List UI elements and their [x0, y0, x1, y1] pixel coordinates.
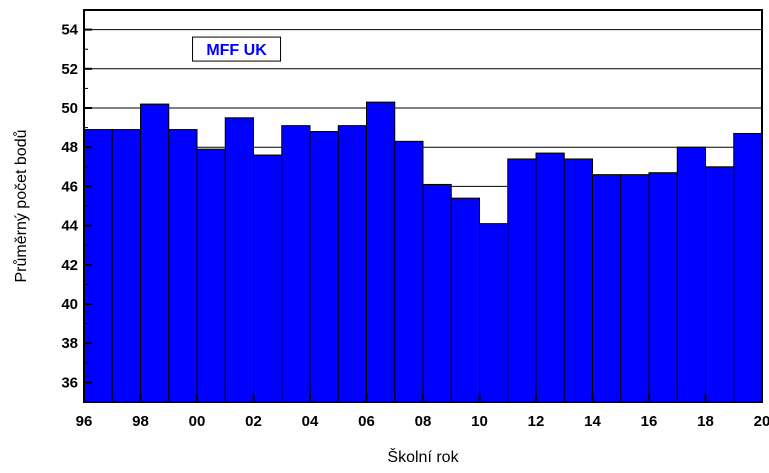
- bar: [366, 101, 396, 403]
- x-tick-label: 00: [189, 413, 206, 430]
- bar: [196, 148, 226, 403]
- x-tick-label: 06: [358, 413, 375, 430]
- bar: [140, 103, 170, 403]
- bar: [168, 129, 198, 403]
- bar: [563, 158, 593, 403]
- x-tick-label: 20: [754, 413, 769, 430]
- bar: [309, 131, 339, 403]
- x-tick-label: 98: [132, 413, 149, 430]
- x-tick-label: 04: [302, 413, 319, 430]
- bar: [648, 172, 678, 403]
- x-tick-label: 14: [584, 413, 601, 430]
- bar: [337, 125, 367, 403]
- bar: [281, 125, 311, 403]
- bar: [479, 223, 509, 403]
- bar: [620, 174, 650, 403]
- x-tick-label: 10: [471, 413, 488, 430]
- x-tick-label: 02: [245, 413, 262, 430]
- bar: [733, 132, 763, 403]
- bar: [535, 152, 565, 403]
- y-tick-labels: 36 38 40 42 44 46 48 50 52 54: [61, 22, 78, 392]
- bar: [111, 129, 141, 403]
- chart-title: MFF UK: [206, 42, 267, 59]
- bar: [450, 197, 480, 403]
- y-tick-label: 48: [61, 139, 78, 156]
- x-tick-label: 12: [528, 413, 545, 430]
- bar: [507, 158, 537, 403]
- y-tick-label: 38: [61, 335, 78, 352]
- bar: [676, 146, 706, 403]
- y-tick-label: 52: [61, 61, 78, 78]
- y-axis-label: Průměrný počet bodů: [12, 130, 30, 283]
- y-tick-label: 44: [61, 218, 78, 235]
- y-tick-label: 40: [61, 296, 78, 313]
- bar: [253, 154, 283, 403]
- x-axis-label: Školní rok: [387, 447, 459, 466]
- bar: [705, 166, 735, 403]
- x-tick-label: 16: [641, 413, 658, 430]
- y-tick-label: 50: [61, 100, 78, 117]
- bar: [224, 117, 254, 403]
- bar: [422, 183, 452, 403]
- y-tick-label: 36: [61, 374, 78, 391]
- y-tick-label: 54: [61, 22, 78, 39]
- chart-title-box: MFF UK: [192, 36, 282, 62]
- bar: [592, 174, 622, 403]
- x-tick-label: 08: [415, 413, 432, 430]
- title-box: [192, 36, 282, 62]
- axis-ticks: [83, 28, 763, 402]
- bar: [394, 140, 424, 403]
- x-tick-label: 18: [697, 413, 714, 430]
- x-tick-labels: 96 98 00 02 04 06 08 10 12 14 16 18 20: [76, 413, 769, 430]
- y-tick-label: 46: [61, 178, 78, 195]
- x-tick-label: 96: [76, 413, 93, 430]
- y-tick-label: 42: [61, 257, 78, 274]
